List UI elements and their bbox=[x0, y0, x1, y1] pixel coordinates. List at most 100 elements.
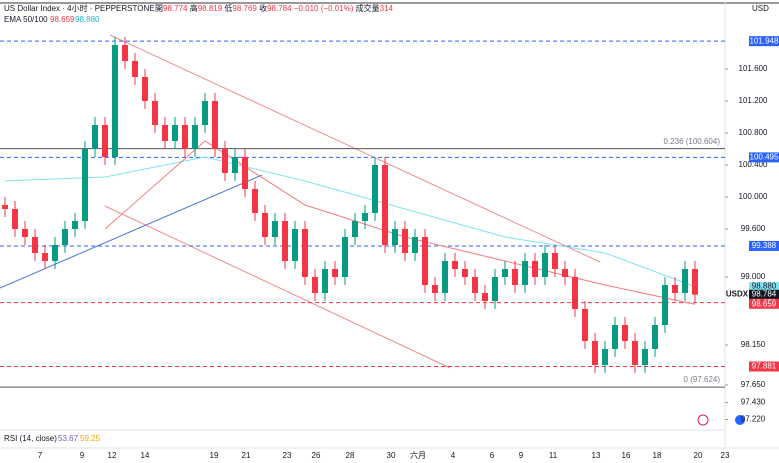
candle-body bbox=[52, 245, 58, 261]
candle-body bbox=[302, 229, 308, 277]
ema-line bbox=[4, 156, 696, 288]
x-tick-label: 23 bbox=[283, 451, 292, 460]
candle-body bbox=[692, 269, 698, 295]
candle-body bbox=[322, 269, 328, 293]
quote-value: 314 bbox=[380, 4, 394, 13]
x-tick-label: 7 bbox=[38, 451, 43, 460]
candle-body bbox=[412, 237, 418, 253]
y-tick-label: 98.150 bbox=[741, 340, 766, 349]
candle-body bbox=[532, 261, 538, 277]
level-tag bbox=[749, 361, 779, 372]
price-tag bbox=[749, 289, 779, 299]
x-tick-label: 18 bbox=[653, 451, 662, 460]
candle-body bbox=[352, 221, 358, 237]
trend-line bbox=[104, 205, 451, 369]
candle-body bbox=[222, 149, 228, 173]
candle-body bbox=[622, 325, 628, 341]
rsi-value: 53.67 bbox=[58, 434, 79, 443]
candle-body bbox=[282, 221, 288, 261]
fib-label: 0 (97.624) bbox=[684, 375, 721, 384]
level-tag bbox=[749, 36, 779, 47]
quote-label: 低 bbox=[224, 3, 232, 13]
candle-body bbox=[492, 277, 498, 301]
rsi-value: 59.25 bbox=[80, 434, 101, 443]
x-tick-label: 13 bbox=[592, 451, 601, 460]
quote-value: 98.769 bbox=[232, 4, 257, 13]
x-tick-label: 6 bbox=[490, 451, 495, 460]
event-icon[interactable] bbox=[735, 415, 745, 425]
quote-value: 98.784 bbox=[267, 4, 292, 13]
x-tick-label: 28 bbox=[346, 451, 355, 460]
x-tick-label: 六月 bbox=[410, 450, 426, 460]
candle-body bbox=[342, 237, 348, 277]
candle-body bbox=[182, 125, 188, 149]
price-tag bbox=[749, 282, 779, 292]
candle-body bbox=[392, 229, 398, 245]
x-tick-label: 23 bbox=[721, 451, 730, 460]
candle-body bbox=[662, 285, 668, 325]
candle-body bbox=[272, 221, 278, 237]
indicator-name: EMA 50/100 bbox=[4, 15, 48, 24]
y-tick-label: 101.200 bbox=[739, 96, 768, 105]
quote-value: 98.774 bbox=[163, 4, 188, 13]
candle-body bbox=[582, 309, 588, 341]
symbol-tag: USDX bbox=[726, 289, 749, 298]
level-tag bbox=[749, 240, 779, 251]
candle-body bbox=[102, 125, 108, 157]
candle-body bbox=[522, 261, 528, 285]
candle-body bbox=[292, 229, 298, 261]
x-tick-label: 12 bbox=[108, 451, 117, 460]
candle-body bbox=[132, 61, 138, 77]
candle-body bbox=[72, 221, 78, 229]
x-tick-label: 11 bbox=[549, 451, 558, 460]
y-tick-label: 97.650 bbox=[741, 380, 766, 389]
candle-body bbox=[562, 269, 568, 277]
chart-title: US Dollar Index · 4小时 · PEPPERSTONE bbox=[4, 3, 155, 13]
x-tick-label: 4 bbox=[451, 451, 456, 460]
quote-label: 收 bbox=[259, 3, 267, 13]
candle-body bbox=[432, 285, 438, 293]
candle-body bbox=[12, 209, 18, 229]
candle-body bbox=[632, 341, 638, 365]
rsi-name: RSI (14, close) bbox=[4, 434, 57, 443]
candle-body bbox=[152, 101, 158, 125]
price-tag-label: 98.880 bbox=[752, 282, 777, 291]
candle-body bbox=[422, 237, 428, 285]
candle-body bbox=[192, 125, 198, 149]
event-icon[interactable] bbox=[697, 414, 709, 426]
candle-body bbox=[452, 261, 458, 269]
x-tick-label: 30 bbox=[387, 451, 396, 460]
y-tick-label: 99.600 bbox=[741, 224, 766, 233]
candle-body bbox=[22, 229, 28, 237]
level-tag-label: 97.881 bbox=[752, 362, 777, 371]
x-tick-label: 26 bbox=[312, 451, 321, 460]
y-tick-label: 97.430 bbox=[741, 398, 766, 407]
x-tick-label: 19 bbox=[210, 451, 219, 460]
candle-body bbox=[652, 325, 658, 349]
x-tick-label: 21 bbox=[242, 451, 251, 460]
candle-body bbox=[232, 157, 238, 173]
candle-body bbox=[552, 253, 558, 269]
level-tag bbox=[749, 152, 779, 163]
candle-body bbox=[382, 165, 388, 245]
candle-body bbox=[682, 269, 688, 293]
candle-body bbox=[92, 125, 98, 149]
candle-body bbox=[162, 125, 168, 141]
quote-value: 98.819 bbox=[198, 4, 223, 13]
level-tag-label: 99.388 bbox=[752, 241, 777, 250]
indicator-value: 98.880 bbox=[75, 15, 100, 24]
candle-body bbox=[242, 157, 248, 189]
y-tick-label: 100.000 bbox=[739, 192, 768, 201]
candle-body bbox=[262, 213, 268, 237]
y-tick-label: 97.220 bbox=[741, 415, 766, 424]
y-tick-label: 99.000 bbox=[741, 272, 766, 281]
x-tick-label: 9 bbox=[519, 451, 524, 460]
candle-body bbox=[32, 237, 38, 253]
y-tick-label: 100.800 bbox=[739, 128, 768, 137]
candle-body bbox=[462, 269, 468, 277]
quote: 開98.774 高98.819 低98.769 收98.784 −0.010 (… bbox=[155, 3, 394, 13]
candle-body bbox=[542, 253, 548, 277]
candle-body bbox=[2, 205, 8, 209]
x-tick-label: 14 bbox=[141, 451, 150, 460]
y-tick-label: 100.400 bbox=[739, 160, 768, 169]
